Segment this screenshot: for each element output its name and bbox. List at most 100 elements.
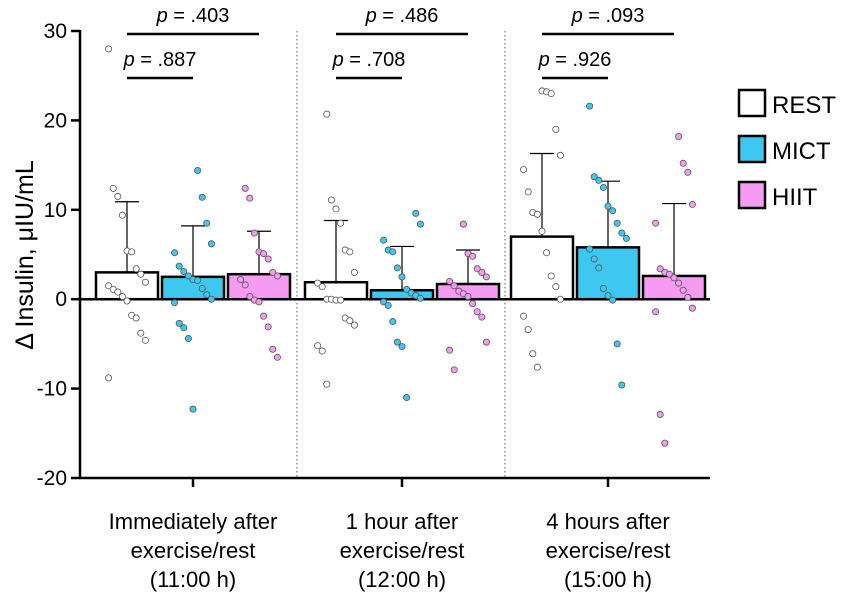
data-point-hiit: [688, 200, 696, 208]
data-point-hiit: [684, 293, 692, 301]
y-tick-label: 20: [44, 109, 67, 132]
data-point-mict: [384, 301, 392, 309]
data-point-mict: [590, 255, 598, 263]
data-point-hiit: [450, 282, 458, 290]
data-point-mict: [618, 229, 626, 237]
legend-label-mict: MICT: [772, 138, 831, 165]
p-value: = .708: [344, 49, 406, 71]
data-point-hiit: [241, 281, 249, 289]
data-point-mict: [389, 318, 397, 326]
data-point-rest: [547, 272, 555, 280]
x-category-label: exercise/rest: [546, 538, 671, 563]
data-point-mict: [604, 292, 612, 300]
data-point-hiit: [237, 276, 245, 284]
data-point-hiit: [652, 308, 660, 316]
bar-hiit: [226, 272, 292, 301]
y-tick-label: 30: [44, 20, 67, 43]
p-value: = .403: [168, 5, 230, 27]
data-point-rest: [533, 363, 541, 371]
data-point-hiit: [478, 268, 486, 276]
comparison-p-value: p = .887: [123, 49, 197, 71]
data-point-hiit: [473, 308, 481, 316]
data-point-hiit: [482, 338, 490, 346]
legend-swatch-rest: [737, 88, 767, 118]
data-point-mict: [403, 285, 411, 293]
data-point-mict: [403, 394, 411, 402]
y-tick-label: 10: [44, 199, 67, 222]
data-point-hiit: [446, 277, 454, 285]
data-point-rest: [323, 110, 331, 118]
data-point-hiit: [269, 345, 277, 353]
data-point-mict: [194, 276, 202, 284]
data-point-mict: [398, 343, 406, 351]
comparison-p-value: p = .708: [332, 49, 406, 71]
data-point-rest: [105, 45, 113, 53]
data-point-hiit: [679, 286, 687, 294]
data-point-hiit: [269, 268, 277, 276]
data-point-rest: [105, 282, 113, 290]
data-point-mict: [590, 173, 598, 181]
data-point-hiit: [661, 439, 669, 447]
x-category-label: exercise/rest: [340, 538, 465, 563]
data-point-rest: [529, 350, 537, 358]
x-category-label: exercise/rest: [131, 538, 256, 563]
data-point-mict: [618, 381, 626, 389]
data-point-rest: [318, 283, 326, 291]
p-symbol: p: [571, 5, 583, 27]
data-point-rest: [520, 166, 528, 174]
data-point-mict: [609, 296, 617, 304]
data-point-hiit: [679, 159, 687, 167]
data-point-rest: [114, 192, 122, 200]
data-point-mict: [198, 193, 206, 201]
data-point-hiit: [260, 250, 268, 258]
data-point-hiit: [250, 229, 258, 237]
data-point-hiit: [469, 252, 477, 260]
data-point-rest: [556, 295, 564, 303]
legend: REST MICT HIIT: [737, 88, 836, 211]
data-point-hiit: [675, 279, 683, 287]
data-point-hiit: [684, 168, 692, 176]
data-point-rest: [350, 321, 358, 329]
data-point-mict: [599, 284, 607, 292]
data-point-rest: [137, 270, 145, 278]
legend-label-rest: REST: [772, 92, 836, 119]
data-points-layer: [105, 45, 696, 447]
bar-rest: [509, 235, 575, 301]
data-point-mict: [393, 338, 401, 346]
data-point-rest: [128, 248, 136, 256]
p-symbol: p: [365, 5, 377, 27]
data-point-hiit: [273, 353, 281, 361]
x-category-label: Immediately after: [109, 509, 278, 534]
data-point-hiit: [450, 366, 458, 374]
data-point-rest: [141, 336, 149, 344]
data-point-mict: [184, 272, 192, 280]
y-tick-label: -10: [37, 378, 67, 401]
data-point-mict: [613, 340, 621, 348]
data-point-rest: [350, 268, 358, 276]
group-separators: [296, 31, 506, 478]
data-point-rest: [132, 314, 140, 322]
data-point-rest: [524, 188, 532, 196]
legend-label-hiit: HIIT: [772, 184, 818, 211]
y-tick-label: -20: [37, 467, 67, 490]
data-point-mict: [207, 295, 215, 303]
data-point-mict: [416, 294, 424, 302]
data-point-rest: [318, 347, 326, 355]
data-point-hiit: [255, 298, 263, 306]
p-value: = .093: [583, 5, 645, 27]
y-axis: -20 -10 0 10 20 30: [37, 20, 82, 490]
data-point-hiit: [446, 346, 454, 354]
bar-rest: [94, 271, 160, 301]
data-point-rest: [314, 279, 322, 287]
data-point-rest: [346, 248, 354, 256]
data-point-mict: [380, 236, 388, 244]
data-point-mict: [609, 207, 617, 215]
data-point-rest: [552, 125, 560, 133]
data-point-mict: [412, 209, 420, 217]
data-point-mict: [393, 264, 401, 272]
comparison-p-value: p = .926: [538, 49, 612, 71]
data-point-mict: [171, 299, 179, 307]
data-point-mict: [207, 240, 215, 248]
p-symbol: p: [156, 5, 168, 27]
data-point-mict: [175, 262, 183, 270]
